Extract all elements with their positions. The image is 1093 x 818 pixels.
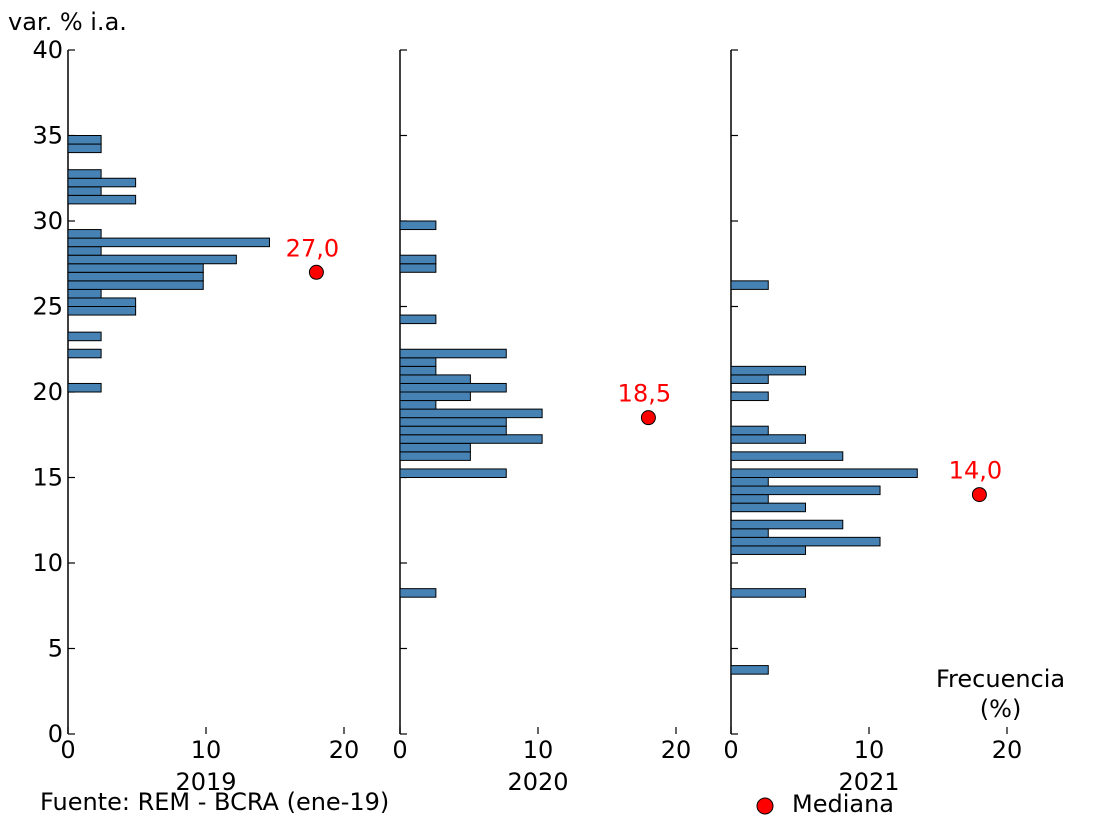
histogram-bar	[67, 306, 137, 316]
frequency-label-line2: (%)	[979, 695, 1022, 723]
histogram-bar	[730, 536, 881, 547]
histogram-bar	[67, 229, 102, 239]
histogram-bar	[399, 425, 507, 436]
histogram-bar	[399, 382, 507, 393]
histogram-bar	[399, 263, 437, 273]
histogram-bar	[399, 357, 437, 367]
histogram-bar	[67, 177, 137, 188]
histogram-bar	[730, 451, 844, 461]
histogram-bar	[67, 280, 204, 290]
histogram-bar	[730, 588, 807, 598]
histogram-bar	[67, 237, 270, 248]
histogram-bar	[67, 143, 102, 154]
median-marker	[308, 264, 324, 280]
histogram-bar	[67, 135, 102, 145]
histogram-bar	[399, 374, 471, 384]
histogram-bar	[399, 314, 437, 325]
histogram-bar	[67, 271, 204, 282]
y-tick-label: 20	[32, 378, 63, 406]
histogram-bar	[67, 382, 102, 393]
histogram-bar	[67, 169, 102, 179]
histogram-bar	[67, 254, 237, 265]
y-tick-label: 35	[32, 122, 63, 150]
y-tick-label: 30	[32, 207, 63, 235]
histogram-bar	[730, 374, 769, 384]
histogram-bar	[730, 485, 881, 496]
histogram-bar	[399, 254, 437, 265]
y-tick-label: 0	[48, 720, 63, 748]
histogram-bar	[399, 408, 543, 419]
x-tick-label: 10	[523, 736, 554, 764]
histogram-bar	[399, 588, 437, 598]
histogram-bar	[399, 417, 507, 427]
x-tick-label: 0	[392, 736, 407, 764]
x-tick-label: 20	[992, 736, 1023, 764]
median-label: 27,0	[286, 234, 339, 262]
histogram-bar	[730, 280, 769, 290]
histogram-bar	[399, 451, 471, 461]
frequency-label-line1: Frecuencia	[936, 665, 1066, 693]
histogram-bar	[399, 400, 437, 410]
histogram-bar	[399, 348, 507, 359]
x-tick-label: 0	[60, 736, 75, 764]
histogram-bar	[730, 434, 807, 444]
histogram-bar	[730, 519, 844, 530]
y-axis-label: var. % i.a.	[8, 8, 127, 36]
y-tick-label: 40	[32, 36, 63, 64]
histogram-bar	[67, 288, 102, 299]
median-label: 18,5	[618, 380, 671, 408]
histogram-bar	[399, 365, 437, 376]
legend-marker-icon	[756, 797, 774, 815]
histogram-bar	[730, 425, 769, 436]
histogram-bar	[67, 186, 102, 196]
histogram-bar	[399, 442, 471, 453]
median-label: 14,0	[949, 457, 1002, 485]
histogram-bar	[67, 263, 204, 273]
histogram-bar	[730, 528, 769, 538]
y-tick-label: 5	[48, 635, 63, 663]
histogram-bar	[399, 391, 471, 402]
histogram-bar	[67, 331, 102, 342]
legend-label: Mediana	[792, 790, 894, 818]
histogram-bar	[67, 194, 137, 205]
x-tick-label: 20	[661, 736, 692, 764]
histogram-bar	[730, 365, 807, 376]
y-tick-label: 10	[32, 549, 63, 577]
histogram-bar	[730, 477, 769, 487]
y-tick-label: 15	[32, 464, 63, 492]
panel-title: 2019	[175, 768, 236, 796]
histogram-bar	[730, 494, 769, 504]
histogram-bar	[399, 468, 507, 479]
median-marker	[971, 487, 987, 503]
x-tick-label: 20	[329, 736, 360, 764]
median-marker	[640, 410, 656, 426]
source-note: Fuente: REM - BCRA (ene-19)	[40, 788, 390, 816]
histogram-bar	[730, 502, 807, 513]
panel-title: 2020	[507, 768, 568, 796]
x-tick-label: 0	[723, 736, 738, 764]
frequency-axis-label: Frecuencia (%)	[936, 664, 1065, 724]
panel-title: 2021	[838, 768, 899, 796]
histogram-bar	[730, 391, 769, 402]
x-tick-label: 10	[191, 736, 222, 764]
histogram-bar	[67, 297, 137, 308]
histogram-bar	[399, 434, 543, 444]
y-tick-label: 25	[32, 293, 63, 321]
histogram-bar	[399, 220, 437, 231]
histogram-bar	[67, 246, 102, 256]
histogram-bar	[730, 468, 918, 479]
histogram-bar	[730, 545, 807, 555]
histogram-bar	[67, 348, 102, 359]
x-tick-label: 10	[854, 736, 885, 764]
histogram-bar	[730, 665, 769, 675]
